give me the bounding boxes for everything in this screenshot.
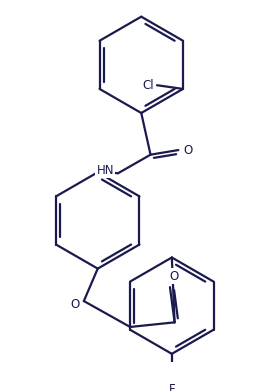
Text: O: O <box>169 269 178 283</box>
Text: F: F <box>168 382 175 391</box>
Text: O: O <box>183 143 192 156</box>
Text: O: O <box>70 298 79 311</box>
Text: Cl: Cl <box>142 79 154 92</box>
Text: HN: HN <box>96 164 114 177</box>
